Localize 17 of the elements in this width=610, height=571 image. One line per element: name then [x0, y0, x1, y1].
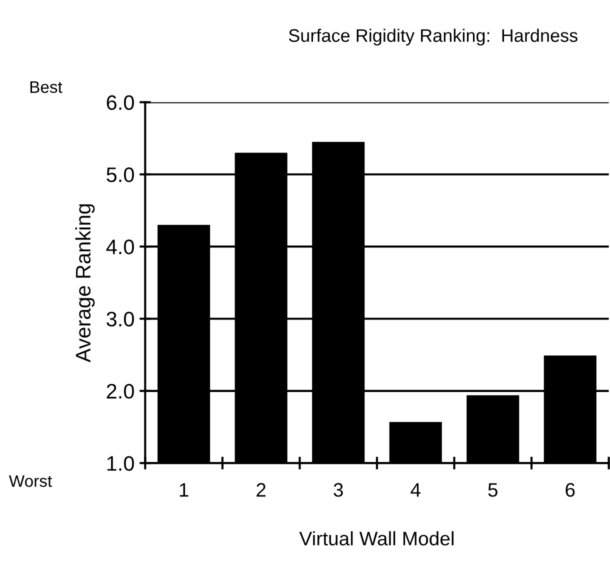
x-tick-label: 4 — [410, 483, 420, 497]
y-axis-title: Average Ranking — [75, 204, 95, 362]
x-tick-label: 3 — [334, 483, 343, 497]
y-tick-label: 4.0 — [106, 240, 134, 254]
x-tick-label: 5 — [488, 483, 498, 497]
text: Best — [30, 81, 62, 93]
chart-title: Surface Rigidity Ranking: Hardness — [288, 28, 578, 46]
y-tick-label: 2.0 — [106, 384, 134, 399]
x-tick-label: 6 — [566, 483, 575, 497]
y-tick-label: 6.0 — [106, 95, 134, 110]
x-axis-title: Virtual Wall Model — [299, 531, 454, 546]
y-tick-label: 1.0 — [107, 456, 134, 471]
y-tick-label: 3.0 — [106, 312, 134, 326]
text: Worst — [8, 475, 52, 487]
x-tick-label: 2 — [256, 483, 266, 497]
x-tick-label: 1 — [180, 483, 188, 497]
y-tick-label: 5.0 — [106, 167, 134, 182]
